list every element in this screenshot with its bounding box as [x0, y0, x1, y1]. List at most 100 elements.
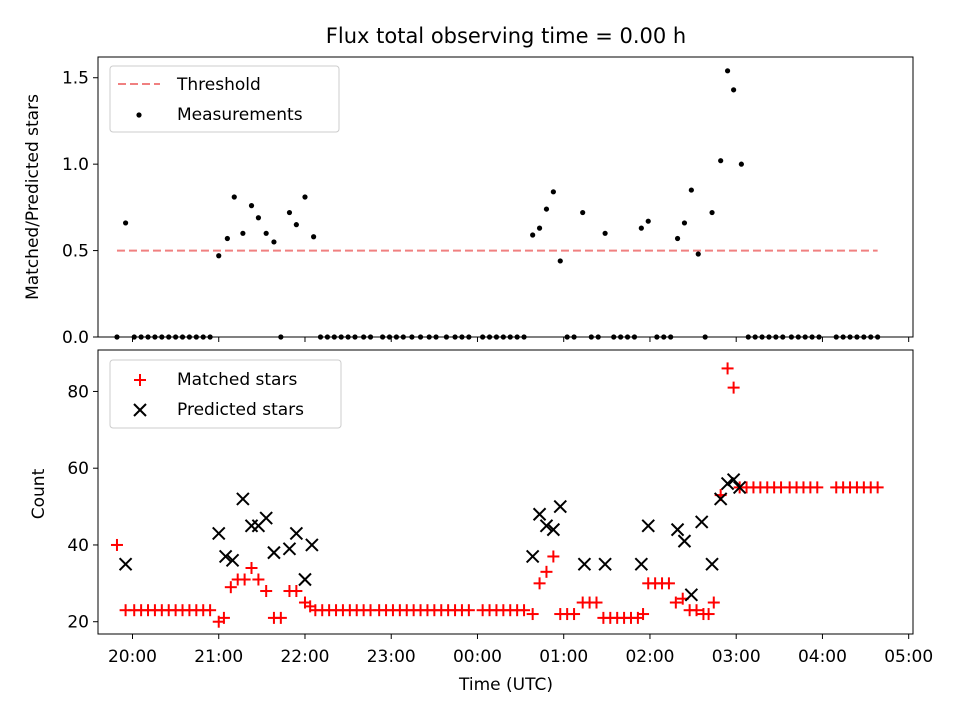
predicted-star-point: [546, 522, 561, 537]
bottom-y-tick-label: 40: [67, 536, 89, 556]
top-y-tick-label: 1.5: [62, 69, 89, 89]
x-axis-label: Time (UTC): [458, 675, 553, 695]
predicted-star-point: [713, 492, 728, 506]
predicted-star-point: [298, 572, 312, 587]
matched-star-point: [727, 381, 740, 394]
top-y-tick-label: 0.5: [62, 242, 89, 262]
predicted-star-point: [259, 511, 273, 525]
x-tick-label: 03:00: [712, 647, 761, 667]
measurement-point: [240, 230, 246, 236]
predicted-star-stroke-b: [726, 473, 741, 487]
bottom-axes-frame: [97, 349, 914, 635]
measurement-point: [550, 189, 556, 195]
matched-star-point: [707, 596, 720, 609]
matched-star-point: [690, 604, 703, 617]
measurement-point: [286, 209, 293, 216]
matched-star-point: [217, 611, 230, 624]
predicted-star-stroke-b: [225, 553, 240, 568]
matched-star-point: [110, 538, 123, 551]
predicted-star-point: [225, 553, 240, 568]
predicted-legend-swatch: [133, 403, 147, 417]
x-tick-label: 21:00: [194, 647, 243, 667]
predicted-star-stroke-b: [305, 538, 319, 552]
predicted-star-point: [236, 492, 250, 506]
predicted-star-point: [705, 557, 719, 571]
matched-star-point: [702, 608, 715, 621]
x-tick-label: 20:00: [108, 647, 157, 667]
measurement-point: [602, 230, 608, 236]
matched-legend-label: Matched stars: [177, 370, 297, 390]
measurement-point: [216, 253, 222, 259]
measurement-point: [302, 194, 308, 200]
top-chart-title: Flux total observing time = 0.00 h: [326, 24, 686, 48]
predicted-star-stroke-b: [218, 549, 233, 564]
bottom-y-tick-label: 20: [67, 613, 89, 633]
predicted-star-stroke-b: [577, 557, 592, 571]
measurements-legend-label: Measurements: [177, 105, 303, 125]
x-tick-label: 00:00: [453, 647, 502, 667]
x-tick-label: 22:00: [280, 647, 329, 667]
predicted-star-stroke-b: [713, 492, 728, 506]
predicted-star-stroke-b: [598, 557, 612, 571]
top-y-tick-label: 1.0: [62, 155, 89, 175]
predicted-star-stroke-b: [298, 572, 312, 587]
predicted-star-stroke-b: [539, 519, 554, 533]
measurement-point: [543, 206, 550, 212]
measurement-point: [738, 161, 744, 167]
measurement-point: [688, 187, 694, 193]
matched-star-point: [871, 481, 884, 494]
predicted-star-point: [212, 526, 226, 541]
predicted-star-point: [732, 480, 747, 495]
x-tick-label: 01:00: [539, 647, 588, 667]
measurement-point: [709, 209, 715, 216]
measurements-legend-swatch: [136, 112, 142, 118]
matched-star-point: [252, 573, 265, 586]
predicted-star-stroke-b: [282, 542, 297, 556]
predicted-star-point: [694, 515, 709, 529]
predicted-star-stroke-b: [532, 507, 547, 521]
measurement-point: [580, 209, 586, 216]
predicted-star-stroke-b: [525, 549, 540, 564]
measurement-point: [311, 234, 317, 240]
predicted-star-stroke-b: [634, 557, 649, 571]
predicted-star-point: [677, 534, 692, 548]
matched-star-point: [238, 573, 251, 586]
predicted-star-point: [305, 538, 319, 552]
x-tick-label: 05:00: [884, 647, 933, 667]
measurement-point: [681, 220, 688, 226]
matched-star-point: [526, 608, 539, 621]
predicted-star-point: [553, 499, 567, 514]
predicted-star-point: [282, 542, 297, 556]
predicted-star-stroke-b: [212, 526, 226, 541]
matched-star-point: [245, 561, 258, 574]
measurement-point: [645, 218, 651, 224]
bottom-plot-area: 20 40 60 80 20:00 21:00 22:00 23:00 00:00 01:00 0…: [29, 349, 933, 695]
measurement-point: [530, 232, 536, 238]
predicted-star-stroke-b: [553, 499, 567, 514]
matched-star-point: [224, 581, 237, 594]
predicted-star-stroke-b: [118, 557, 133, 571]
predicted-star-point: [532, 507, 547, 521]
matched-star-point: [568, 608, 581, 621]
predicted-star-point: [720, 476, 735, 491]
bottom-y-tick-label: 80: [67, 382, 89, 402]
matched-star-point: [290, 585, 303, 598]
matched-star-point: [260, 585, 273, 598]
predicted-star-point: [577, 557, 592, 571]
predicted-star-point: [218, 549, 233, 564]
predicted-star-stroke-b: [267, 545, 281, 560]
measurement-point: [248, 203, 255, 209]
predicted-star-stroke-b: [236, 492, 250, 506]
predicted-star-point: [670, 522, 685, 537]
predicted-star-point: [539, 519, 554, 533]
matched-star-point: [811, 481, 824, 494]
matched-star-point: [462, 604, 475, 617]
predicted-star-point: [525, 549, 540, 564]
predicted-star-point: [118, 557, 133, 571]
top-y-tick-label: 0.0: [62, 328, 89, 348]
predicted-star-point: [267, 545, 281, 560]
matched-star-point: [274, 611, 287, 624]
predicted-legend-label: Predicted stars: [177, 400, 304, 420]
predicted-star-point: [289, 526, 304, 541]
